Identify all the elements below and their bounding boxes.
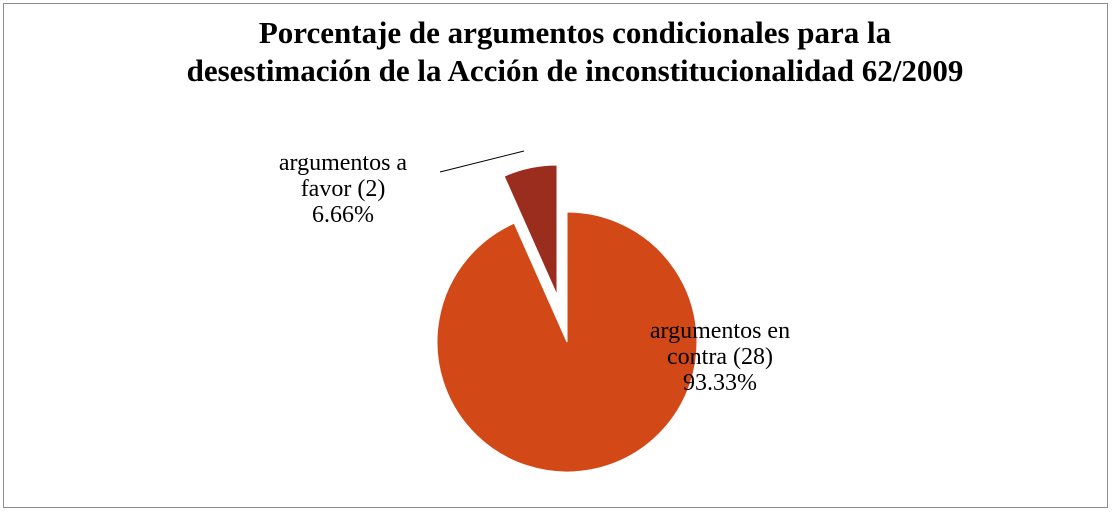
value-label: 6.66%: [312, 202, 374, 228]
leader-line: [439, 150, 525, 173]
pie-slice: [436, 211, 698, 473]
chart-title: Porcentaje de argumentos condicionales p…: [186, 15, 964, 88]
slice-label: argumentos a favor (2) 6.66%: [258, 150, 428, 228]
category-label: argumentos a favor (2): [278, 150, 408, 202]
chart-frame: [3, 3, 1108, 508]
value-label: 93.33%: [683, 370, 757, 396]
slice-label: argumentos en contra (28) 93.33%: [630, 318, 810, 396]
pie-slice: [503, 164, 558, 296]
category-label: argumentos en contra (28): [649, 318, 791, 370]
